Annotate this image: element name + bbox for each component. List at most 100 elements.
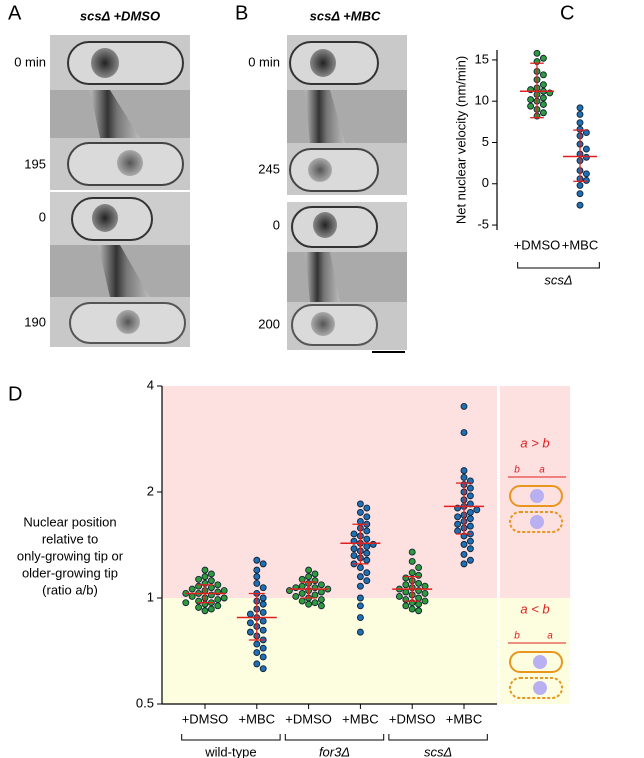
data-point (454, 520, 462, 528)
data-point (201, 607, 209, 615)
data-point (363, 513, 371, 521)
data-point (253, 579, 261, 587)
data-point (582, 170, 590, 178)
legend-b: b (514, 465, 520, 476)
data-point (408, 557, 416, 565)
y-axis-label: Net nuclear velocity (nm/min) (453, 56, 468, 224)
data-point (421, 590, 429, 597)
data-point (356, 628, 364, 636)
y-axis-label: relative to (42, 531, 98, 546)
data-point (466, 492, 474, 500)
data-point (576, 201, 584, 209)
data-point (195, 604, 203, 611)
time-label: 0 (39, 209, 46, 224)
time-label: 200 (258, 316, 280, 331)
data-point (259, 653, 267, 661)
data-point (356, 564, 364, 572)
data-point (402, 602, 410, 610)
data-point (363, 543, 371, 550)
data-point (408, 548, 416, 556)
panel-label: C (560, 2, 574, 24)
y-axis-label: (ratio a/b) (42, 582, 98, 597)
data-point (415, 600, 423, 608)
y-tick-label: -5 (477, 216, 489, 231)
group-bracket (517, 262, 600, 269)
group-label: scsΔ (544, 272, 572, 287)
data-point (363, 556, 371, 564)
data-point (576, 110, 584, 118)
data-point (415, 571, 423, 579)
data-point (576, 190, 584, 198)
time-label: 0 (273, 217, 280, 232)
legend-a: a (539, 465, 545, 476)
data-point (220, 587, 228, 594)
x-tick-label: +DMSO (285, 711, 332, 726)
data-point (246, 610, 254, 618)
data-point (363, 569, 371, 577)
x-tick-label: +MBC (562, 237, 598, 252)
data-point (454, 527, 462, 535)
group-label: wild-type (204, 744, 256, 758)
data-point (259, 665, 267, 673)
data-point (582, 145, 590, 153)
panel-title: scsΔ +MBC (310, 8, 381, 23)
time-label: 0 min (14, 54, 46, 69)
data-point (539, 101, 547, 108)
data-point (201, 573, 209, 581)
data-point (305, 566, 313, 574)
data-point (460, 429, 468, 437)
x-tick-label: +MBC (239, 711, 275, 726)
data-point (363, 535, 371, 543)
data-point (220, 594, 228, 602)
data-point (454, 513, 462, 521)
data-point (246, 628, 254, 636)
cell-icons (508, 476, 566, 699)
data-point (207, 570, 215, 578)
data-point (207, 605, 215, 613)
data-point (460, 540, 468, 548)
data-point (582, 153, 590, 161)
data-point (305, 600, 313, 608)
data-point (356, 573, 364, 581)
data-point (415, 564, 423, 572)
time-label: 245 (258, 161, 280, 176)
data-point (350, 530, 358, 538)
data-point (527, 102, 535, 110)
data-point (259, 584, 267, 592)
y-tick-label: 15 (475, 51, 489, 66)
data-point (473, 506, 481, 514)
panel-title: scsΔ +DMSO (80, 8, 160, 23)
data-point (356, 602, 364, 610)
y-tick-label: 2 (147, 483, 154, 498)
data-point (195, 575, 203, 583)
data-point (214, 581, 222, 589)
data-point (466, 522, 474, 530)
x-tick-label: +MBC (342, 711, 378, 726)
x-tick-label: +DMSO (514, 237, 561, 252)
group-label: scsΔ (424, 744, 452, 758)
data-point (317, 602, 325, 610)
data-point (356, 500, 364, 508)
data-point (195, 582, 203, 590)
y-axis-label: only-growing tip or (17, 548, 124, 563)
data-point (356, 508, 364, 516)
data-point (460, 402, 468, 410)
data-point (533, 49, 541, 57)
group-bracket (181, 734, 281, 741)
time-label: 0 min (248, 54, 280, 69)
data-point (207, 577, 215, 585)
data-point (460, 560, 468, 568)
data-point (253, 566, 261, 574)
data-point (253, 640, 261, 648)
data-point (363, 549, 371, 557)
data-point (395, 593, 403, 600)
data-point (292, 593, 300, 600)
y-axis-label: Nuclear position (23, 514, 116, 529)
data-point (415, 579, 423, 587)
y-tick-label: 10 (475, 93, 489, 108)
data-point (188, 593, 196, 600)
panel-label: D (8, 383, 22, 405)
group-bracket (388, 734, 488, 741)
x-tick-label: +MBC (446, 711, 482, 726)
data-point (369, 540, 377, 548)
